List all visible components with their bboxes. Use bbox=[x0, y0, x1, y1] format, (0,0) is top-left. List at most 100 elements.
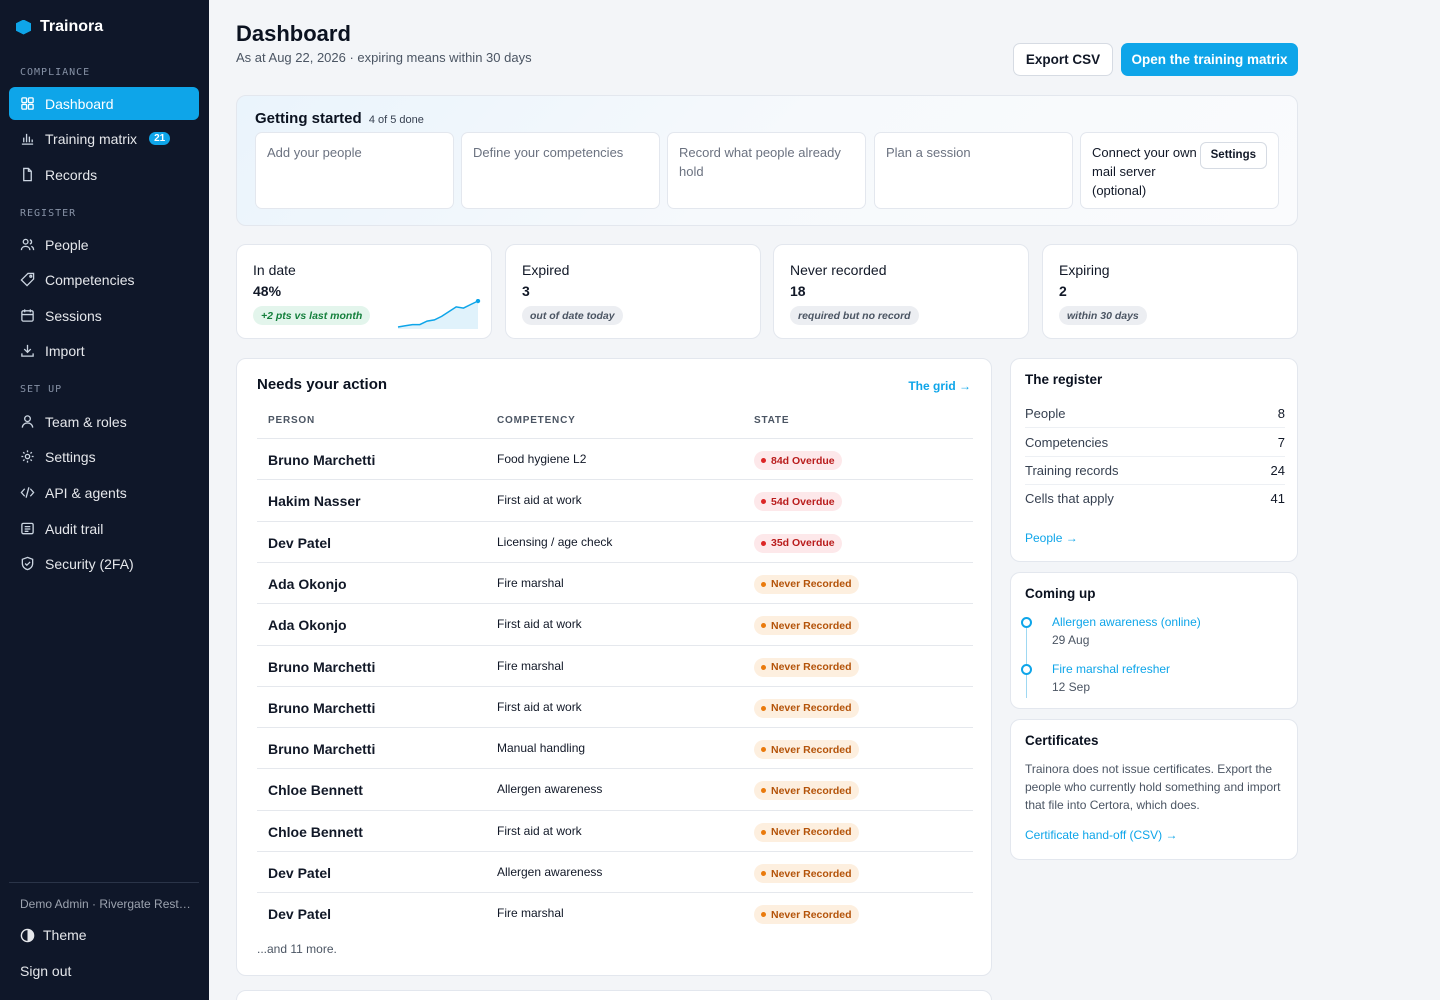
table-row[interactable]: Bruno Marchetti First aid at work Never Re… bbox=[257, 685, 973, 727]
step-add-people[interactable]: Add your people bbox=[255, 132, 454, 209]
step-record-holdings[interactable]: Record what people already hold bbox=[667, 132, 866, 209]
sidebar: Trainora COMPLIANCE Dashboard Training m… bbox=[0, 0, 209, 1000]
settings-button[interactable]: Settings bbox=[1199, 142, 1267, 169]
state-badge: 35d Overdue bbox=[754, 533, 842, 553]
needs-action-card: Needs your action The grid → PERSON COMP… bbox=[236, 358, 992, 976]
file-icon bbox=[23, 167, 32, 182]
competency-name: First aid at work bbox=[497, 699, 582, 714]
sidebar-item-label: Records bbox=[45, 166, 98, 183]
sidebar-item-label: Training matrix bbox=[45, 130, 138, 147]
table-row[interactable]: Chloe Bennett First aid at work Never Reco… bbox=[257, 809, 973, 851]
export-csv-button[interactable]: Export CSV bbox=[1013, 43, 1113, 76]
shield-icon bbox=[21, 556, 34, 571]
column-header-competency: COMPETENCY bbox=[497, 415, 576, 426]
certificates-description: Trainora does not issue certificates. Ex… bbox=[1025, 762, 1281, 812]
table-row[interactable]: Bruno Marchetti Fire marshal Never Recorde… bbox=[257, 644, 973, 686]
sidebar-item-settings[interactable]: Settings bbox=[9, 440, 199, 473]
stat-card-expired[interactable]: Expired 3 out of date today bbox=[505, 244, 761, 339]
competency-name: First aid at work bbox=[497, 617, 582, 632]
event-link[interactable]: Allergen awareness (online) bbox=[1052, 615, 1201, 629]
divider bbox=[1025, 427, 1285, 428]
open-training-matrix-button[interactable]: Open the training matrix bbox=[1121, 43, 1298, 76]
section-label-register: REGISTER bbox=[20, 208, 77, 219]
table-row[interactable]: Chloe Bennett Allergen awareness Never Rec… bbox=[257, 768, 973, 809]
sidebar-item-dashboard[interactable]: Dashboard bbox=[9, 87, 199, 120]
stat-card-never-recorded[interactable]: Never recorded 18 required but no record bbox=[773, 244, 1029, 339]
step-label: Add your people bbox=[267, 145, 362, 160]
theme-toggle[interactable]: Theme bbox=[20, 927, 87, 943]
sidebar-item-records[interactable]: Records bbox=[9, 158, 199, 191]
table-row[interactable]: Dev Patel Licensing / age check 35d Overdu… bbox=[257, 520, 973, 562]
sidebar-item-security[interactable]: Security (2FA) bbox=[9, 547, 199, 580]
stat-note: out of date today bbox=[522, 306, 623, 325]
status-dot-icon bbox=[761, 581, 766, 587]
event-date: 12 Sep bbox=[1052, 680, 1091, 694]
competency-name: Allergen awareness bbox=[497, 865, 603, 879]
step-plan-session[interactable]: Plan a session bbox=[874, 132, 1073, 209]
step-connect-mail: Connect your own mail server (optional) … bbox=[1080, 132, 1279, 209]
stat-value: 48% bbox=[253, 283, 282, 299]
state-label: 54d Overdue bbox=[771, 495, 835, 508]
sidebar-item-team-roles[interactable]: Team & roles bbox=[9, 405, 199, 438]
person-name: Bruno Marchetti bbox=[268, 741, 376, 758]
status-dot-icon bbox=[761, 499, 766, 505]
status-dot-icon bbox=[761, 912, 766, 918]
step-label: Connect your own mail server (optional) bbox=[1092, 145, 1197, 198]
state-badge: Never Recorded bbox=[754, 657, 859, 677]
state-label: Never Recorded bbox=[771, 661, 852, 673]
table-row[interactable]: Ada Okonjo First aid at work Never Recorde… bbox=[257, 603, 973, 644]
sidebar-item-label: API & agents bbox=[45, 484, 127, 501]
sidebar-item-audit-trail[interactable]: Audit trail bbox=[9, 512, 199, 545]
stat-note: +2 pts vs last month bbox=[253, 306, 371, 325]
users-icon bbox=[20, 238, 35, 251]
table-row[interactable]: Hakim Nasser First aid at work 54d Overdue bbox=[257, 479, 973, 520]
person-name: Chloe Bennett bbox=[268, 823, 363, 840]
stat-label: Expiring bbox=[1059, 262, 1110, 278]
sidebar-item-import[interactable]: Import bbox=[9, 334, 199, 367]
people-link[interactable]: People → bbox=[1025, 531, 1078, 545]
stat-label: Never recorded bbox=[790, 262, 887, 278]
column-header-state: STATE bbox=[754, 415, 790, 426]
step-label: Plan a session bbox=[886, 145, 971, 160]
table-row[interactable]: Dev Patel Allergen awareness Never Recorde… bbox=[257, 851, 973, 892]
sidebar-item-training-matrix[interactable]: Training matrix 21 bbox=[9, 122, 199, 155]
sidebar-item-sessions[interactable]: Sessions bbox=[9, 299, 199, 332]
grid-link[interactable]: The grid → bbox=[908, 379, 971, 393]
brand[interactable]: Trainora bbox=[16, 18, 103, 36]
sidebar-item-people[interactable]: People bbox=[9, 228, 199, 261]
sidebar-item-label: Sessions bbox=[45, 307, 102, 324]
step-define-competencies[interactable]: Define your competencies bbox=[461, 132, 660, 209]
state-badge: Never Recorded bbox=[754, 822, 859, 842]
stat-card-expiring[interactable]: Expiring 2 within 30 days bbox=[1042, 244, 1298, 339]
divider bbox=[1025, 456, 1285, 457]
status-dot-icon bbox=[761, 747, 766, 753]
download-icon bbox=[21, 344, 34, 357]
theme-label: Theme bbox=[43, 927, 87, 943]
sign-out-link[interactable]: Sign out bbox=[20, 963, 72, 979]
competency-name: Licensing / age check bbox=[497, 534, 613, 549]
table-row[interactable]: Dev Patel Fire marshal Never Recorded bbox=[257, 892, 973, 933]
sidebar-item-label: Competencies bbox=[45, 271, 135, 288]
table-row[interactable]: Bruno Marchetti Food hygiene L2 84d Overdu… bbox=[257, 438, 973, 479]
stat-card-in-date[interactable]: In date 48% +2 pts vs last month bbox=[236, 244, 492, 339]
register-value: 7 bbox=[1277, 434, 1285, 450]
sidebar-item-competencies[interactable]: Competencies bbox=[9, 263, 199, 296]
status-dot-icon bbox=[761, 664, 766, 670]
register-value: 8 bbox=[1277, 405, 1285, 421]
competency-name: Fire marshal bbox=[497, 658, 564, 673]
event-link[interactable]: Fire marshal refresher bbox=[1052, 662, 1171, 676]
gear-icon bbox=[21, 450, 34, 463]
sidebar-item-api-agents[interactable]: API & agents bbox=[9, 476, 199, 509]
step-label: Define your competencies bbox=[473, 145, 624, 160]
person-name: Bruno Marchetti bbox=[268, 658, 376, 675]
state-label: Never Recorded bbox=[771, 867, 852, 880]
coming-up-title: Coming up bbox=[1025, 586, 1096, 601]
table-row[interactable]: Ada Okonjo Fire marshal Never Recorded bbox=[257, 561, 973, 603]
sidebar-item-label: Settings bbox=[45, 448, 96, 465]
event-date: 29 Aug bbox=[1052, 633, 1090, 647]
person-name: Dev Patel bbox=[268, 534, 332, 551]
stat-label: Expired bbox=[522, 262, 570, 278]
table-row[interactable]: Bruno Marchetti Manual handling Never Reco… bbox=[257, 727, 973, 768]
more-count: ...and 11 more. bbox=[257, 942, 337, 956]
certificate-handoff-link[interactable]: Certificate hand-off (CSV) → bbox=[1025, 828, 1178, 842]
